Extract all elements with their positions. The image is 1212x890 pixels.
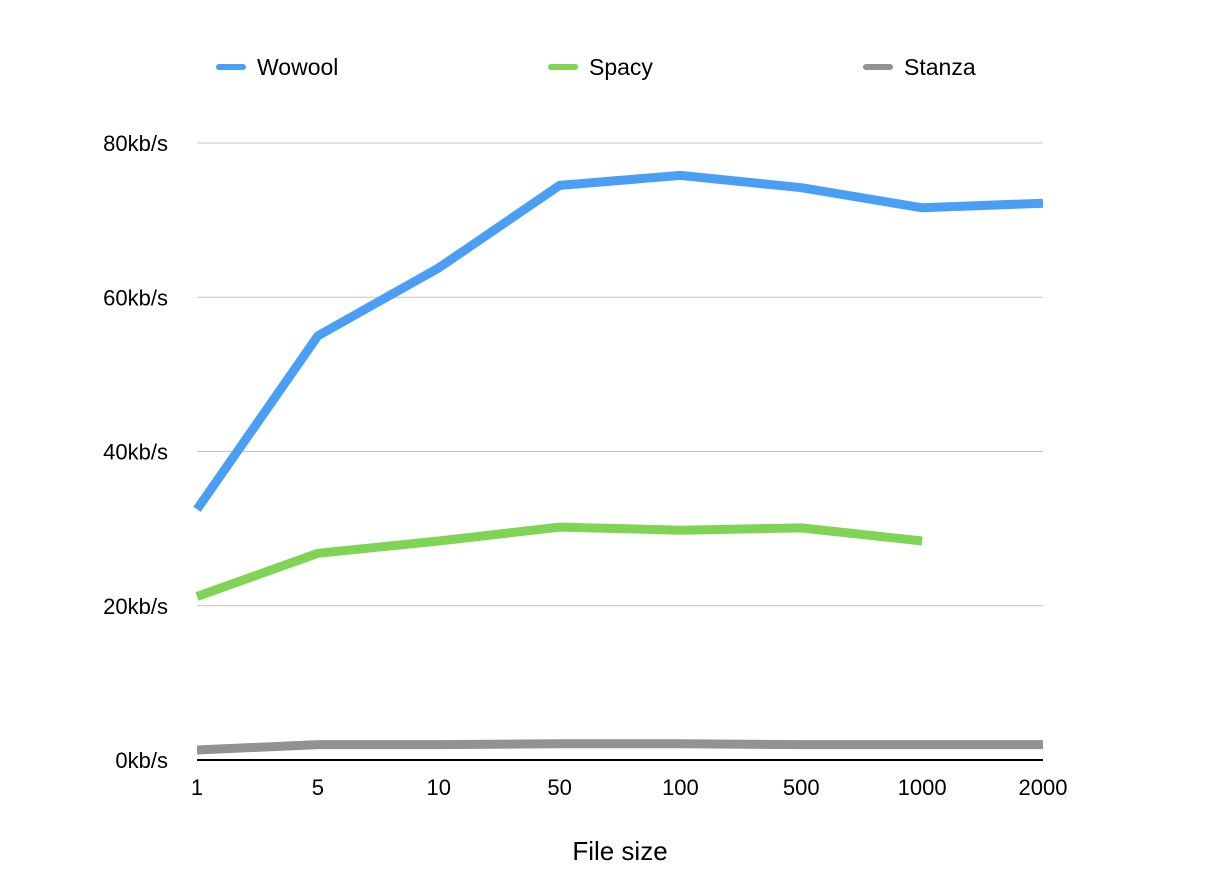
x-tick-label: 50	[547, 775, 571, 800]
legend-label: Stanza	[904, 54, 976, 80]
legend-label: Spacy	[589, 54, 653, 80]
legend-item-stanza: Stanza	[863, 54, 976, 80]
series-line-spacy	[195, 522, 923, 601]
chart-legend: Wowool Spacy Stanza	[216, 54, 976, 80]
y-tick-label: 80kb/s	[103, 131, 168, 156]
series-line-wowool	[193, 170, 1044, 512]
x-axis: 1 5 10 50 100 500 1000 2000	[191, 775, 1068, 800]
series-line-stanza	[196, 739, 1043, 755]
x-tick-label: 10	[426, 775, 450, 800]
x-tick-label: 2000	[1019, 775, 1068, 800]
legend-item-spacy: Spacy	[548, 54, 653, 80]
chart-series	[193, 170, 1044, 755]
y-axis: 0kb/s 20kb/s 40kb/s 60kb/s 80kb/s	[103, 131, 168, 773]
x-tick-label: 500	[783, 775, 820, 800]
y-tick-label: 60kb/s	[103, 285, 168, 310]
x-tick-label: 1000	[898, 775, 947, 800]
x-tick-label: 5	[312, 775, 324, 800]
legend-label: Wowool	[257, 54, 338, 80]
y-tick-label: 0kb/s	[115, 748, 168, 773]
legend-item-wowool: Wowool	[216, 54, 338, 80]
x-tick-label: 1	[191, 775, 203, 800]
x-axis-title: File size	[572, 836, 667, 866]
y-tick-label: 20kb/s	[103, 594, 168, 619]
y-tick-label: 40kb/s	[103, 440, 168, 465]
x-tick-label: 100	[662, 775, 699, 800]
chart-gridlines	[197, 142, 1043, 607]
